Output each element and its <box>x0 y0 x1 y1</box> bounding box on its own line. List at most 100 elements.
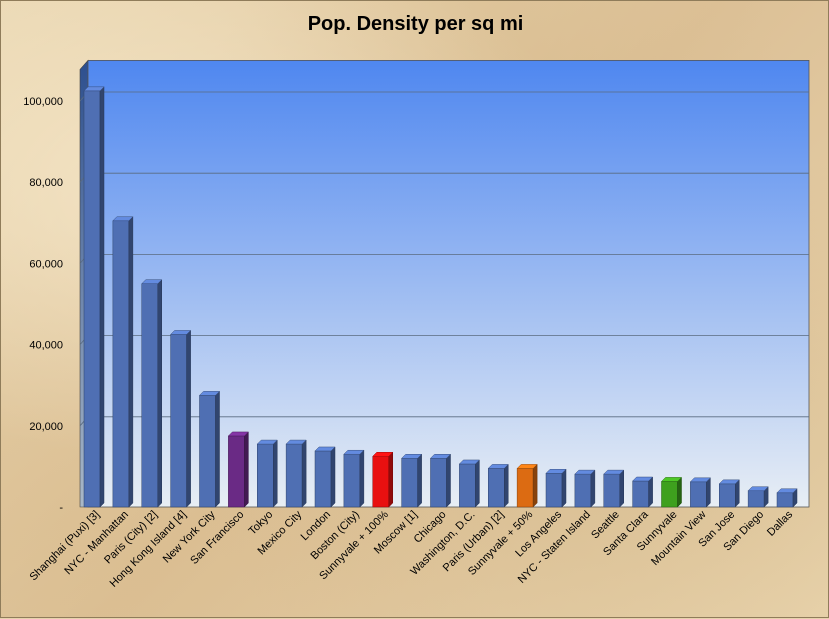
bar-front <box>170 334 187 508</box>
bar-front <box>747 490 765 508</box>
bar-side <box>186 329 191 508</box>
bar-side <box>301 439 307 508</box>
bar-side <box>561 468 567 508</box>
x-axis-labels: Shanghai (Puxi) [3]NYC - ManhattanParis … <box>27 508 795 590</box>
bar <box>83 86 105 508</box>
bar-front <box>632 480 649 508</box>
x-tick-label: Dallas <box>765 508 795 538</box>
bar-top <box>314 446 336 452</box>
bar-top <box>285 439 307 445</box>
bar-front <box>661 481 678 508</box>
bar-side <box>273 439 278 508</box>
bar <box>632 476 654 508</box>
bar-front <box>257 443 274 508</box>
bar-top <box>516 464 538 469</box>
bar-side <box>128 216 134 508</box>
bar-front <box>719 483 736 508</box>
bar <box>429 453 452 508</box>
bar <box>603 469 625 508</box>
bar-top <box>747 486 769 492</box>
bar-top <box>401 454 423 459</box>
bar <box>747 486 769 508</box>
bar-top <box>429 454 452 459</box>
bar-side <box>388 451 393 508</box>
bar-top <box>112 216 134 222</box>
bar-side <box>99 86 105 508</box>
bar-front <box>488 468 505 508</box>
y-axis: - 20,000 40,000 60,000 80,000 100,000 <box>23 96 63 514</box>
chart-title: Pop. Density per sq mi <box>307 13 524 35</box>
bar-side <box>330 446 336 508</box>
bar-side <box>504 463 509 508</box>
bar-side <box>446 453 451 508</box>
bar <box>660 476 683 508</box>
bar <box>198 390 221 508</box>
bar-front <box>574 473 592 508</box>
bar-front <box>372 456 389 508</box>
y-tick-label: 100,000 <box>23 96 63 108</box>
y-tick-label: 20,000 <box>29 421 63 433</box>
bar-top <box>660 477 683 482</box>
bar-front <box>516 468 534 508</box>
bar-front <box>603 473 620 508</box>
y-tick-label: 80,000 <box>29 177 63 189</box>
bars <box>83 86 798 508</box>
bar <box>112 216 134 508</box>
bar <box>516 463 538 508</box>
bar <box>487 463 509 508</box>
bar <box>545 468 567 508</box>
bar-top <box>574 469 596 475</box>
bar <box>372 451 394 508</box>
bar <box>256 439 278 508</box>
bar-front <box>343 453 361 508</box>
bar <box>285 439 307 508</box>
bar <box>227 431 249 508</box>
bar <box>776 488 798 508</box>
y-tick-label: 40,000 <box>29 340 63 352</box>
bar-top <box>458 459 480 465</box>
bar-side <box>677 476 682 508</box>
bar <box>343 449 365 508</box>
bar-side <box>215 390 220 508</box>
bar <box>458 459 480 508</box>
bar-top <box>372 452 394 457</box>
bar-side <box>157 279 162 508</box>
bar-top <box>632 476 654 482</box>
bar-side <box>244 431 249 508</box>
bar-top <box>603 469 625 475</box>
bar-front <box>776 492 794 508</box>
bar-front <box>228 435 245 508</box>
bar-top <box>487 464 509 469</box>
bar-side <box>706 477 711 508</box>
plot-back-wall <box>87 60 810 508</box>
bar-top <box>141 279 163 284</box>
y-tick-label: - <box>59 502 63 514</box>
bar-top <box>256 439 278 445</box>
bar-top <box>198 391 221 396</box>
bar-top <box>343 449 365 455</box>
bar-side <box>417 453 422 508</box>
bar-front <box>141 283 158 508</box>
bar-side <box>590 469 596 508</box>
bar <box>314 446 336 508</box>
bar <box>170 329 192 508</box>
bar-front <box>401 458 418 508</box>
bar-front <box>430 458 447 508</box>
bar <box>141 279 163 508</box>
bar-front <box>690 481 707 508</box>
y-tick-label: 60,000 <box>29 258 63 270</box>
bar-front <box>545 473 563 508</box>
bar-top <box>170 330 192 335</box>
bar-side <box>359 449 365 508</box>
bar-top <box>689 477 711 483</box>
bar-top <box>545 469 567 474</box>
bar-front <box>112 220 130 508</box>
bar <box>401 453 423 508</box>
bar-top <box>227 431 249 437</box>
bar <box>718 479 740 508</box>
bar-top <box>83 86 105 92</box>
bar-side <box>648 476 653 508</box>
bar-side <box>619 469 624 508</box>
bar-top <box>718 479 740 485</box>
bar-top <box>776 488 798 494</box>
